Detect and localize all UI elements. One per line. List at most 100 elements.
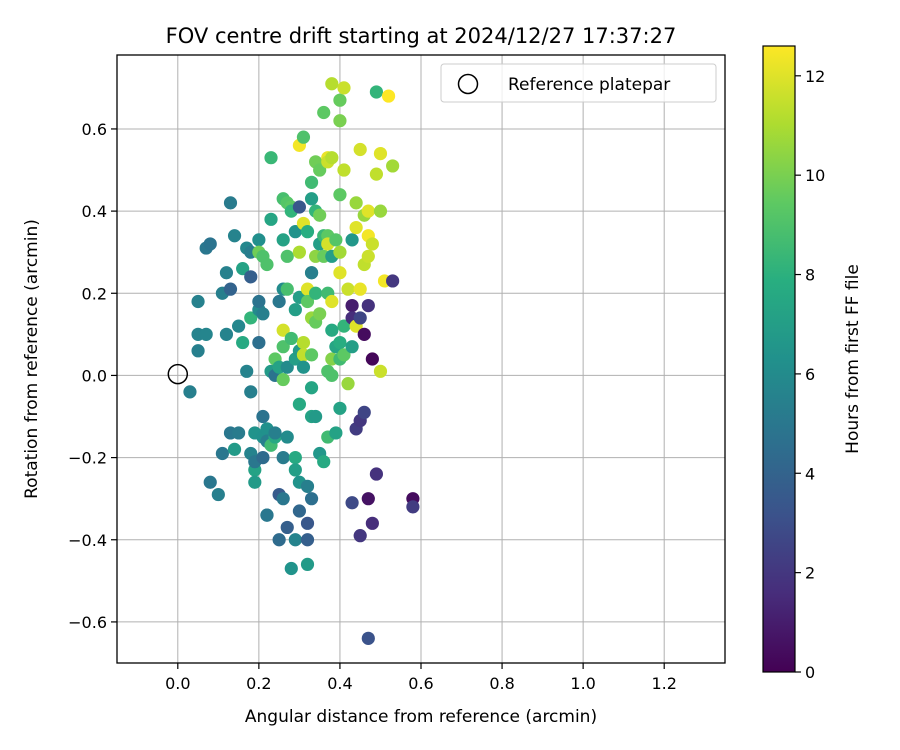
data-point <box>268 426 282 440</box>
data-point <box>304 381 319 395</box>
colorbar-tick-label: 6 <box>805 365 815 384</box>
data-point <box>361 631 375 645</box>
data-point <box>203 237 217 251</box>
data-point <box>369 167 384 181</box>
data-point <box>296 130 311 144</box>
x-axis-label: Angular distance from reference (arcmin) <box>245 707 597 727</box>
data-point <box>300 479 315 493</box>
data-point <box>304 348 319 362</box>
legend-marker <box>457 73 479 95</box>
data-point <box>264 151 278 165</box>
data-point <box>313 307 327 321</box>
x-tick-label: 0.2 <box>246 674 271 693</box>
data-point <box>325 77 339 91</box>
data-point <box>304 192 319 206</box>
data-point <box>252 335 266 350</box>
data-point <box>280 360 294 374</box>
data-point <box>309 286 323 300</box>
data-point <box>256 450 270 465</box>
data-point <box>365 237 379 251</box>
data-point <box>337 81 351 95</box>
data-point <box>280 520 294 535</box>
data-point <box>244 311 258 325</box>
data-point <box>232 319 246 333</box>
data-point <box>386 159 400 173</box>
data-point <box>345 233 359 247</box>
data-point <box>333 188 347 202</box>
colorbar-gradient <box>762 45 796 673</box>
data-point <box>329 233 343 247</box>
data-point <box>276 450 290 465</box>
data-point <box>260 508 274 522</box>
data-point <box>381 89 396 103</box>
data-point <box>292 200 306 214</box>
data-point <box>329 426 343 440</box>
data-point <box>333 114 347 128</box>
data-point <box>300 516 315 530</box>
data-point <box>280 282 294 296</box>
data-point <box>236 262 250 276</box>
data-point <box>361 492 375 506</box>
data-point <box>345 496 359 510</box>
colorbar-tick-label: 4 <box>805 464 815 483</box>
data-point <box>369 85 384 99</box>
x-tick-label: 0.8 <box>489 674 514 693</box>
data-point <box>215 446 229 461</box>
data-point <box>373 146 388 161</box>
data-point <box>288 450 302 465</box>
colorbar-tick-label: 12 <box>805 67 825 86</box>
y-axis: −0.6 −0.4 −0.2 0.0 0.2 0.4 0.6 <box>68 120 117 632</box>
data-point <box>284 561 298 576</box>
data-point <box>276 492 290 506</box>
data-point <box>244 270 258 284</box>
data-point <box>325 323 339 337</box>
data-point <box>345 298 359 313</box>
data-point <box>357 327 371 341</box>
data-point <box>333 93 347 107</box>
data-point <box>296 335 311 350</box>
x-tick-label: 0.4 <box>327 674 352 693</box>
data-point <box>232 426 246 440</box>
legend-box <box>440 63 717 103</box>
data-point <box>260 257 274 272</box>
data-point <box>333 266 347 280</box>
data-point <box>337 163 351 177</box>
data-point <box>337 319 351 333</box>
data-point <box>353 142 367 157</box>
data-point <box>373 364 388 378</box>
chart-title: FOV centre drift starting at 2024/12/27 … <box>166 24 677 48</box>
data-point <box>369 467 384 481</box>
data-point <box>244 385 258 399</box>
y-tick-label: 0.0 <box>82 366 107 385</box>
data-point <box>280 249 294 263</box>
data-point <box>341 282 355 296</box>
y-axis-label: Rotation from reference (arcmin) <box>22 219 42 499</box>
data-point <box>353 311 367 325</box>
data-point <box>341 377 355 391</box>
data-point <box>300 225 315 239</box>
y-tick-label: 0.4 <box>82 202 107 221</box>
data-point <box>304 266 319 280</box>
data-point <box>361 298 375 313</box>
data-point <box>292 245 306 259</box>
data-point <box>300 294 315 309</box>
data-point <box>361 204 375 218</box>
colorbar-tick-label: 10 <box>805 166 825 185</box>
y-tick-label: −0.4 <box>68 531 107 550</box>
data-point <box>313 208 327 222</box>
data-point <box>252 233 266 247</box>
data-point <box>256 409 270 424</box>
colorbar-label: Hours from first FF file <box>843 264 863 454</box>
y-tick-label: 0.2 <box>82 284 107 303</box>
x-tick-label: 0.6 <box>408 674 433 693</box>
data-point <box>406 500 420 514</box>
legend: Reference platepar <box>440 63 717 103</box>
data-point <box>211 487 225 502</box>
data-point <box>288 225 302 239</box>
data-point <box>203 475 217 489</box>
data-point <box>256 307 270 321</box>
data-point <box>223 282 238 296</box>
data-point <box>276 340 290 354</box>
colorbar: 0 2 4 6 8 10 12 Hours from first FF file <box>762 45 863 682</box>
scatter-series <box>183 77 420 645</box>
